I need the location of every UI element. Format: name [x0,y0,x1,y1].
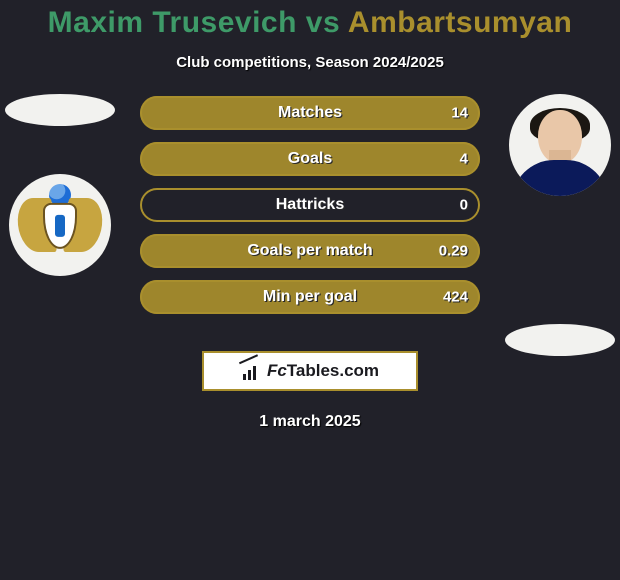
comparison-area: Matches 14 Goals 4 Hattricks 0 Goals per… [0,99,620,329]
stat-border [140,142,480,176]
stat-bars: Matches 14 Goals 4 Hattricks 0 Goals per… [140,96,480,326]
stat-border [140,96,480,130]
brand-prefix: Fc [267,361,287,380]
player2-photo [509,94,611,196]
stat-row-hattricks: Hattricks 0 [140,188,480,222]
date-text: 1 march 2025 [0,413,620,431]
vs-text: vs [306,6,340,39]
player1-photo-placeholder [5,94,115,126]
page-title: Maxim Trusevich vs Ambartsumyan [0,0,620,40]
stat-border [140,234,480,268]
brand-footer: FcTables.com [202,351,418,391]
stat-row-matches: Matches 14 [140,96,480,130]
player2-name: Ambartsumyan [348,6,572,39]
player1-club-logo [9,174,111,276]
brand-suffix: Tables.com [287,361,379,380]
stat-row-min-per-goal: Min per goal 424 [140,280,480,314]
chart-up-icon [241,362,263,380]
subtitle: Club competitions, Season 2024/2025 [0,54,620,71]
stat-border [140,280,480,314]
player2-club-logo-placeholder [505,324,615,356]
stat-border [140,188,480,222]
brand-text: FcTables.com [267,361,379,381]
right-player-column [500,99,620,356]
stat-row-goals-per-match: Goals per match 0.29 [140,234,480,268]
stat-row-goals: Goals 4 [140,142,480,176]
player1-name: Maxim Trusevich [48,6,297,39]
left-player-column [0,99,120,276]
